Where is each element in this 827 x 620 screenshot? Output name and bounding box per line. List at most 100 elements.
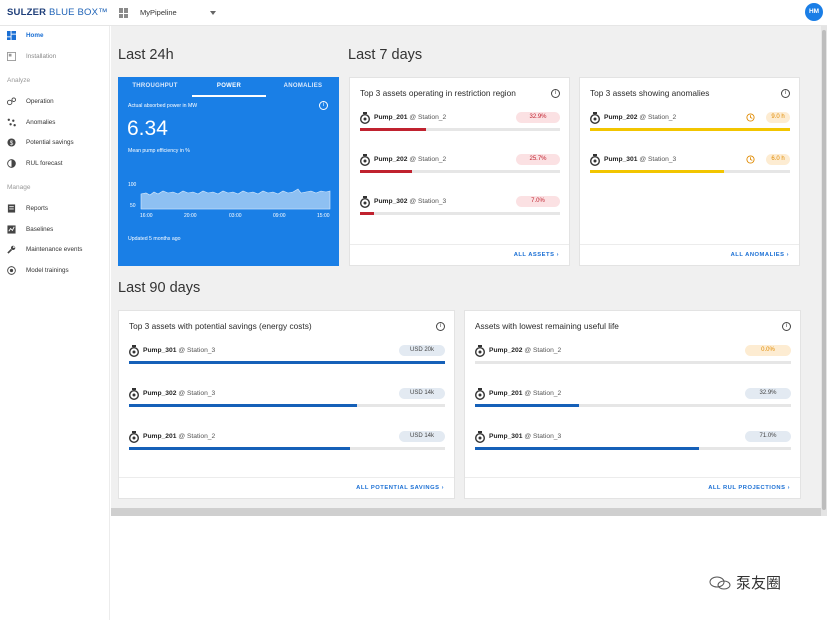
progress-track [360, 212, 560, 215]
asset-label: Pump_202 @ Station_2 [489, 347, 561, 354]
asset-row[interactable]: Pump_302 @ Station_3 USD 14k [129, 388, 445, 418]
info-icon[interactable]: i [319, 101, 328, 110]
sidebar-item-model-trainings[interactable]: Model trainings [0, 264, 110, 278]
sidebar-item-reports[interactable]: Reports [0, 202, 110, 216]
apps-grid-icon[interactable] [119, 8, 129, 18]
wrench-icon [7, 245, 16, 254]
all-assets-link[interactable]: ALL ASSETS › [513, 252, 559, 258]
progress-fill [590, 170, 724, 173]
scrollbar-thumb[interactable] [822, 30, 826, 510]
asset-row[interactable]: Pump_202 @ Station_2 9.0 h [590, 112, 790, 142]
asset-row[interactable]: Pump_302 @ Station_3 7.0% [360, 196, 560, 226]
progress-track [360, 170, 560, 173]
progress-track [360, 128, 560, 131]
all-anomalies-link[interactable]: ALL ANOMALIES › [730, 252, 789, 258]
progress-track [475, 361, 791, 364]
all-potential-savings-link[interactable]: ALL POTENTIAL SAVINGS › [356, 485, 444, 491]
sidebar-item-anomalies[interactable]: Anomalies [0, 116, 110, 130]
asset-row[interactable]: Pump_202 @ Station_2 25.7% [360, 154, 560, 184]
sidebar-item-label: Operation [26, 98, 54, 105]
reports-icon [7, 204, 16, 213]
vertical-scrollbar[interactable] [821, 26, 827, 516]
asset-label: Pump_301 @ Station_3 [489, 433, 561, 440]
brand-product: BLUE BOX™ [49, 7, 108, 18]
power-card: THROUGHPUT POWER ANOMALIES Actual absorb… [118, 77, 339, 266]
card-footer: ALL ANOMALIES › [580, 244, 799, 265]
asset-station: @ Station_2 [409, 114, 447, 121]
value-badge: USD 20k [399, 345, 445, 356]
sidebar-item-baselines[interactable]: Baselines [0, 223, 110, 237]
asset-station: @ Station_3 [524, 433, 562, 440]
progress-track [129, 447, 445, 450]
card-title: Assets with lowest remaining useful life [475, 321, 619, 331]
asset-row[interactable]: Pump_201 @ Station_2 32.9% [475, 388, 791, 418]
asset-row[interactable]: Pump_301 @ Station_3 6.0 h [590, 154, 790, 184]
rul-card: Assets with lowest remaining useful life… [464, 310, 801, 499]
sidebar-item-installation[interactable]: Installation [0, 50, 110, 64]
sidebar-item-rul-forecast[interactable]: RUL forecast [0, 157, 110, 171]
potential-savings-card: Top 3 assets with potential savings (ene… [118, 310, 455, 499]
tab-anomalies[interactable]: ANOMALIES [283, 83, 323, 89]
model-icon [7, 266, 16, 275]
asset-station: @ Station_3 [639, 156, 677, 163]
tab-power[interactable]: POWER [216, 83, 242, 89]
tab-throughput[interactable]: THROUGHPUT [132, 83, 178, 89]
sidebar-item-operation[interactable]: Operation [0, 95, 110, 109]
operation-icon [7, 97, 16, 106]
pipeline-selector[interactable]: MyPipeline [140, 8, 177, 17]
asset-name: Pump_301 [143, 347, 177, 354]
brand-name: SULZER [7, 7, 47, 18]
info-icon[interactable]: i [782, 322, 791, 331]
pump-icon [475, 431, 485, 443]
avatar[interactable]: HM [805, 3, 823, 21]
progress-fill [129, 361, 445, 364]
sidebar-item-maintenance-events[interactable]: Maintenance events [0, 243, 110, 257]
info-icon[interactable]: i [781, 89, 790, 98]
asset-row[interactable]: Pump_301 @ Station_3 USD 20k [129, 345, 445, 375]
progress-fill [129, 447, 351, 450]
link-label: ALL ANOMALIES [730, 252, 785, 258]
x-tick-label: 20:00 [184, 213, 197, 219]
x-tick-label: 03:00 [229, 213, 242, 219]
y-tick-label: 50 [130, 203, 136, 209]
asset-row[interactable]: Pump_202 @ Station_2 0.0% [475, 345, 791, 375]
progress-fill [475, 447, 700, 450]
asset-label: Pump_302 @ Station_3 [374, 198, 446, 205]
asset-name: Pump_201 [489, 390, 523, 397]
asset-label: Pump_301 @ Station_3 [143, 347, 215, 354]
chevron-down-icon[interactable] [210, 11, 216, 15]
info-icon[interactable]: i [436, 322, 445, 331]
asset-name: Pump_302 [374, 198, 408, 205]
pump-icon [590, 154, 600, 166]
card-title: Top 3 assets operating in restriction re… [360, 88, 516, 98]
info-icon[interactable]: i [551, 89, 560, 98]
asset-row[interactable]: Pump_201 @ Station_2 32.9% [360, 112, 560, 142]
asset-station: @ Station_2 [524, 347, 562, 354]
all-rul-projections-link[interactable]: ALL RUL PROJECTIONS › [708, 485, 790, 491]
asset-row[interactable]: Pump_201 @ Station_2 USD 14k [129, 431, 445, 461]
card-title: Top 3 assets showing anomalies [590, 88, 710, 98]
pump-icon [360, 112, 370, 124]
sidebar-heading-manage: Manage [7, 184, 31, 191]
asset-name: Pump_201 [374, 114, 408, 121]
anomalies-card: Top 3 assets showing anomalies i Pump_20… [579, 77, 800, 266]
brand-logo[interactable]: SULZER BLUE BOX™ [7, 7, 108, 18]
sidebar-item-potential-savings[interactable]: $ Potential savings [0, 136, 110, 150]
sidebar-item-label: Potential savings [26, 139, 74, 146]
horizontal-scrollbar[interactable] [111, 508, 821, 516]
value-badge: 32.9% [516, 112, 560, 123]
asset-row[interactable]: Pump_301 @ Station_3 71.0% [475, 431, 791, 461]
sidebar-item-label: Installation [26, 53, 57, 60]
asset-name: Pump_202 [374, 156, 408, 163]
pump-icon [360, 196, 370, 208]
asset-name: Pump_202 [604, 114, 638, 121]
link-label: ALL POTENTIAL SAVINGS [356, 485, 440, 491]
value-badge: 0.0% [745, 345, 791, 356]
active-tab-indicator [192, 95, 266, 97]
progress-track [590, 170, 790, 173]
baselines-icon [7, 225, 16, 234]
sidebar: Home Installation Analyze Operation Anom… [0, 26, 110, 620]
sidebar-item-home[interactable]: Home [0, 29, 110, 43]
sidebar-item-label: Model trainings [26, 267, 69, 274]
svg-text:$: $ [10, 140, 14, 147]
